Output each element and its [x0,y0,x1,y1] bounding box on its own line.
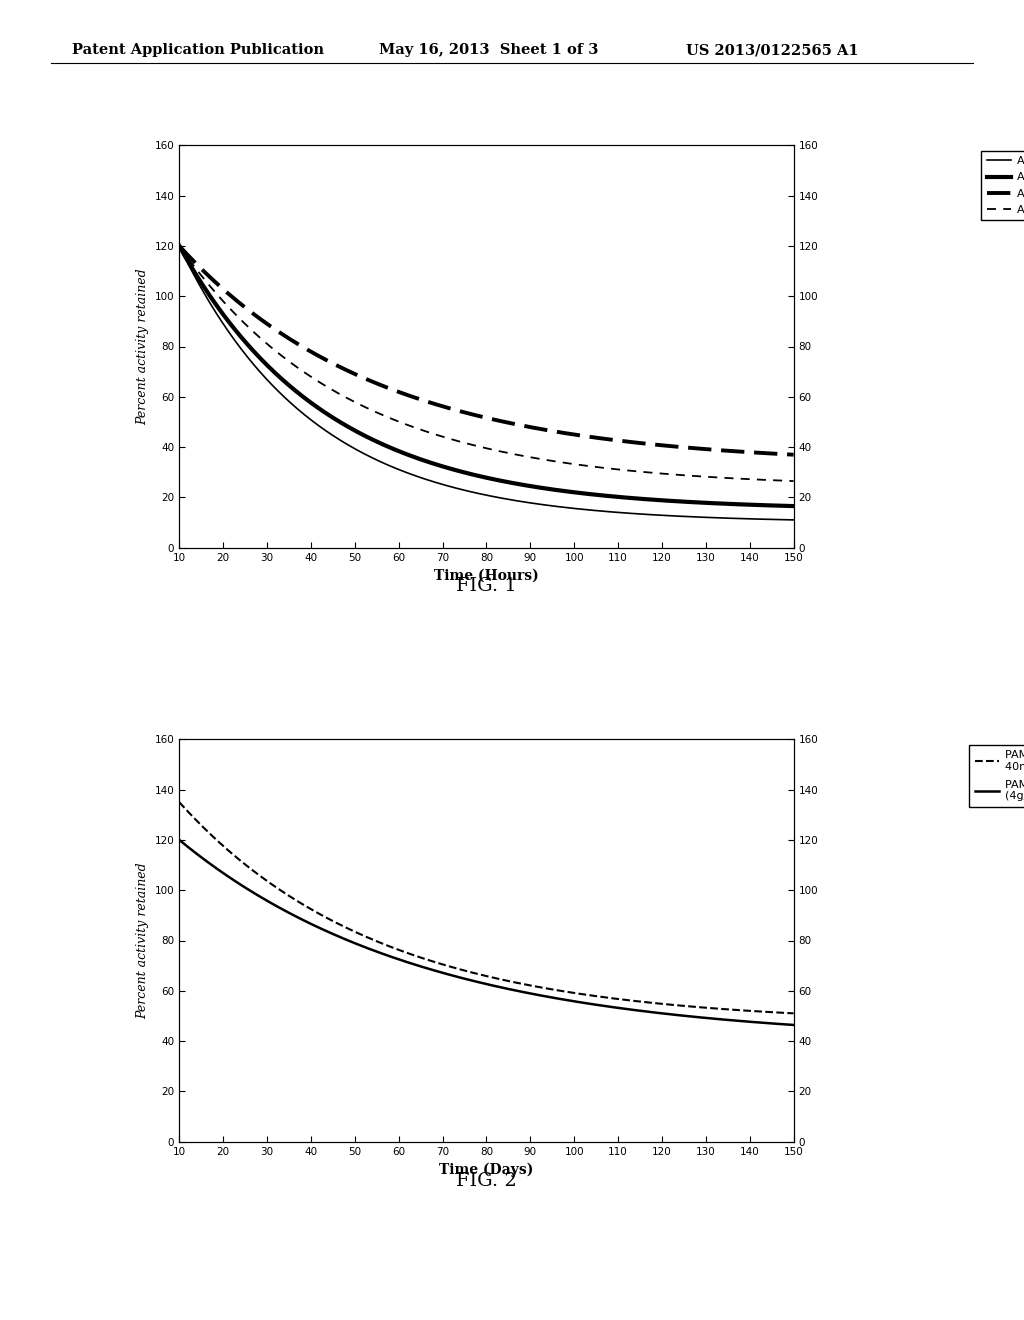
Text: US 2013/0122565 A1: US 2013/0122565 A1 [686,44,859,57]
Text: FIG. 1: FIG. 1 [456,577,517,595]
Text: FIG. 2: FIG. 2 [456,1172,517,1191]
Legend: PAM cubes-low cell load (1g/
40ml cell suspension), PAM cubes-high cell load
(4g: PAM cubes-low cell load (1g/ 40ml cell s… [970,744,1024,807]
Text: Patent Application Publication: Patent Application Publication [72,44,324,57]
Legend: ASN outside only, ASN outside/inside, ASN inside/AC-AN outside, ASN outside/ AC-: ASN outside only, ASN outside/inside, AS… [981,150,1024,220]
Text: May 16, 2013  Sheet 1 of 3: May 16, 2013 Sheet 1 of 3 [379,44,598,57]
X-axis label: Time (Hours): Time (Hours) [434,568,539,582]
X-axis label: Time (Days): Time (Days) [439,1162,534,1176]
Y-axis label: Percent activity retained: Percent activity retained [136,268,150,425]
Y-axis label: Percent activity retained: Percent activity retained [136,862,150,1019]
